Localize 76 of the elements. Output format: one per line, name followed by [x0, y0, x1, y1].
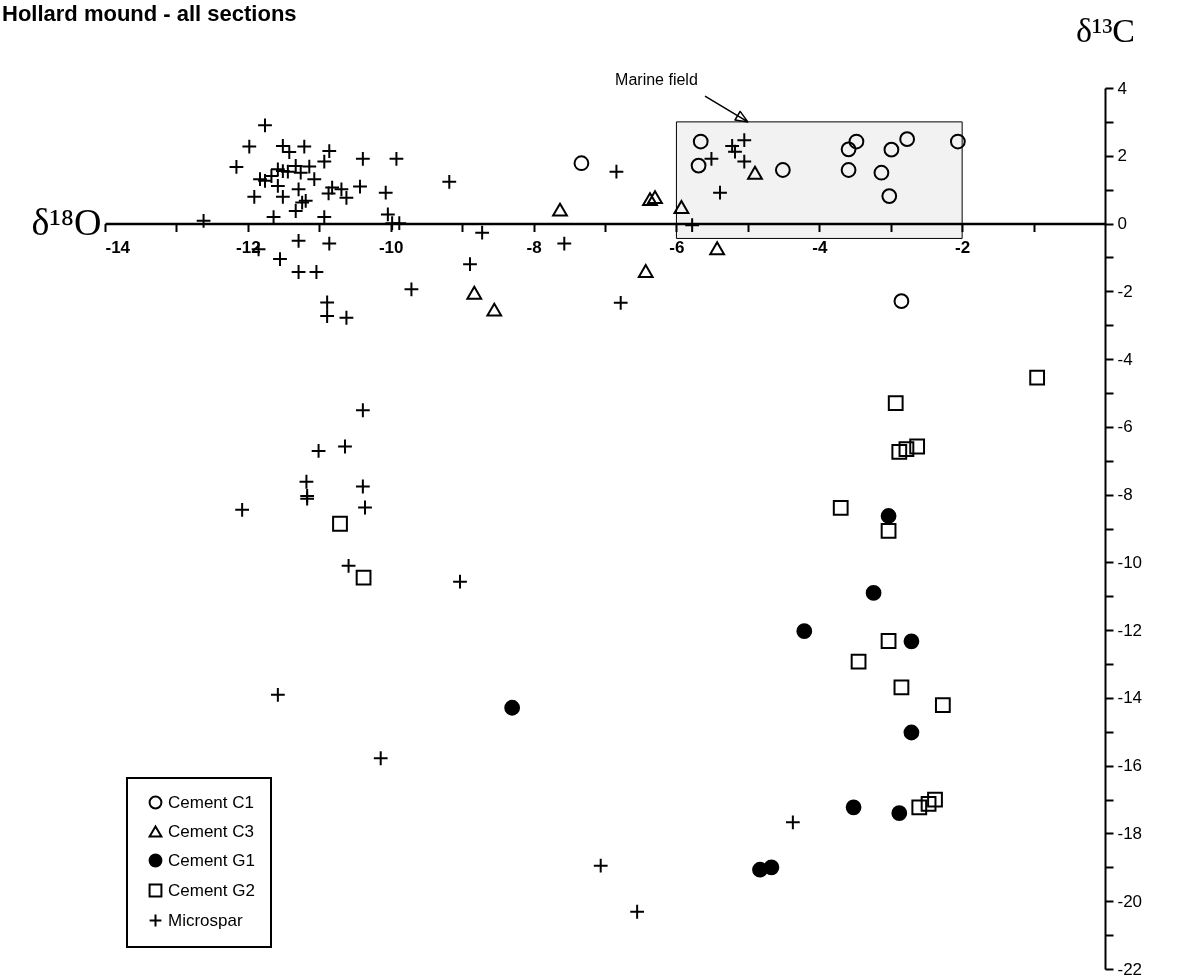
- y-tick-label: -12: [1117, 620, 1143, 640]
- point: [673, 199, 690, 214]
- point: [949, 133, 966, 150]
- x-tick-label: -10: [378, 238, 404, 258]
- point: [881, 188, 898, 204]
- point: [893, 679, 910, 696]
- point: [865, 585, 882, 601]
- point: [891, 444, 908, 460]
- x-tick-label: -2: [955, 238, 971, 258]
- point: [891, 805, 908, 822]
- y-tick-label: -8: [1117, 485, 1133, 505]
- point: [692, 133, 709, 150]
- y-tick-label: -14: [1117, 688, 1143, 708]
- y-tick-label: -6: [1117, 417, 1133, 437]
- point: [920, 796, 937, 812]
- point: [647, 190, 663, 205]
- point: [466, 285, 483, 300]
- point: [850, 653, 867, 670]
- point: [763, 859, 780, 876]
- x-tick-label: -6: [669, 238, 685, 258]
- point: [832, 499, 849, 516]
- x-axis-title: δ¹⁸O: [31, 201, 102, 244]
- point: [845, 799, 862, 816]
- point: [927, 791, 943, 808]
- legend-label: Cement C3: [168, 821, 254, 841]
- y-tick-label: -16: [1117, 756, 1143, 776]
- x-tick-label: -8: [526, 238, 542, 258]
- point: [774, 162, 791, 178]
- point: [332, 515, 348, 532]
- point: [840, 162, 857, 178]
- chart-title: Hollard mound - all sections: [2, 1, 297, 26]
- y-tick-label: -18: [1117, 823, 1143, 843]
- point: [934, 697, 951, 713]
- point: [903, 633, 920, 650]
- y-tick-label: 2: [1117, 146, 1127, 166]
- legend-label: Cement C1: [168, 792, 254, 812]
- point: [880, 633, 897, 649]
- y-tick-label: -20: [1117, 891, 1143, 911]
- point: [573, 155, 590, 172]
- band-label: Marine field: [615, 71, 698, 88]
- y-tick-label: -4: [1117, 349, 1133, 369]
- point: [893, 293, 910, 310]
- point: [747, 165, 763, 180]
- point: [911, 799, 928, 816]
- point: [552, 202, 568, 217]
- point: [486, 302, 503, 317]
- x-tick-label: -14: [105, 238, 131, 258]
- point: [796, 623, 813, 640]
- legend-label: Cement G2: [168, 880, 255, 900]
- point: [873, 164, 890, 181]
- y-tick-label: -10: [1117, 552, 1143, 572]
- y-axis-title: δ¹³C: [1075, 11, 1136, 49]
- point: [899, 131, 916, 148]
- legend-label: Cement G1: [168, 850, 255, 870]
- point: [637, 264, 654, 278]
- legend-label: Microspar: [168, 910, 243, 930]
- point: [355, 569, 372, 586]
- y-tick-label: 4: [1117, 78, 1127, 98]
- point: [909, 438, 926, 455]
- point: [880, 508, 897, 524]
- point: [709, 241, 726, 256]
- point: [887, 395, 904, 412]
- point: [898, 441, 915, 458]
- point: [848, 133, 865, 150]
- point: [1029, 369, 1046, 386]
- x-tick-label: -4: [812, 238, 828, 258]
- point: [690, 157, 707, 174]
- y-tick-label: -22: [1117, 959, 1143, 979]
- point: [903, 724, 920, 741]
- point: [642, 192, 658, 207]
- point: [840, 141, 857, 158]
- y-tick-label: 0: [1117, 214, 1127, 234]
- y-tick-label: -2: [1117, 281, 1133, 301]
- point: [880, 522, 897, 539]
- point: [883, 141, 900, 158]
- point: [504, 699, 521, 716]
